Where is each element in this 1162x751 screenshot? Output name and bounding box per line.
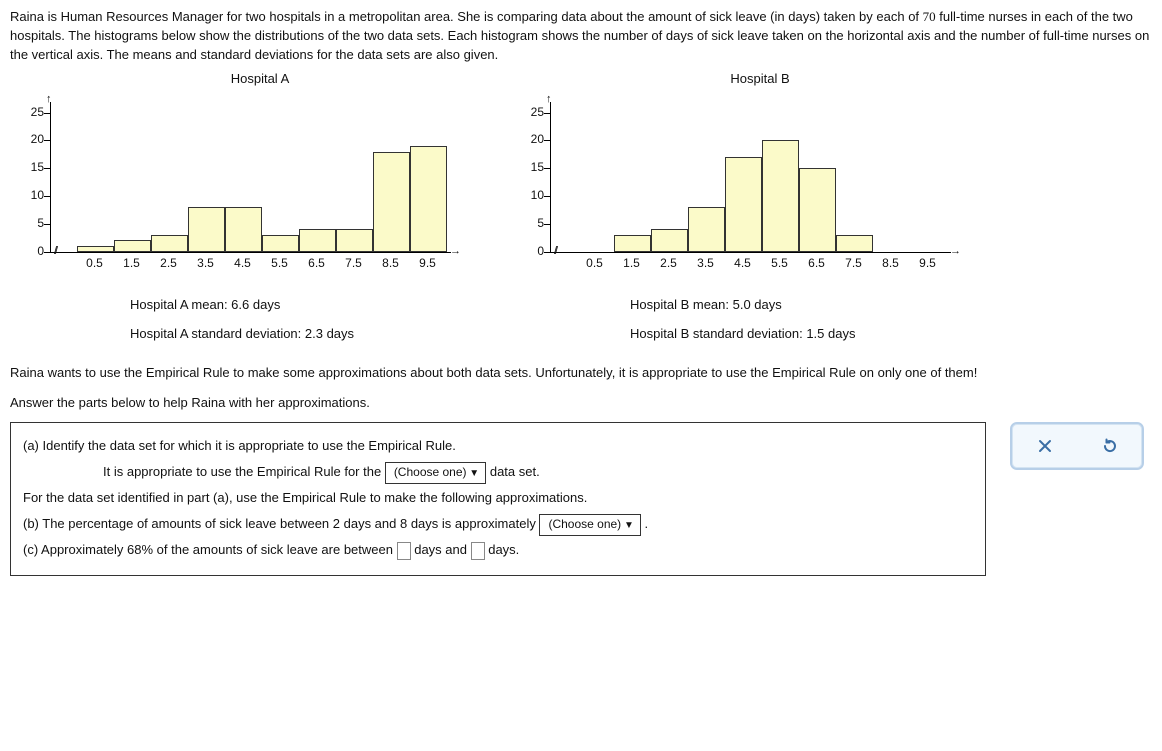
x-arrow-icon: → <box>950 246 961 257</box>
x-tick-label: 0.5 <box>86 256 103 270</box>
chart-a-xlabels: 0.5 1.5 2.5 3.5 4.5 5.5 6.5 7.5 8.5 9.5 <box>50 256 450 272</box>
x-tick-label: 9.5 <box>419 256 436 270</box>
part-c-blank-1[interactable] <box>397 542 411 560</box>
part-a-pre: It is appropriate to use the Empirical R… <box>103 464 385 479</box>
chart-b-sd: Hospital B standard deviation: 1.5 days <box>630 319 970 349</box>
x-tick-label: 1.5 <box>123 256 140 270</box>
x-tick-label: 4.5 <box>734 256 751 270</box>
histogram-bar <box>688 207 725 251</box>
y-tick-label: 25 <box>16 105 44 119</box>
chart-a-mean: Hospital A mean: 6.6 days <box>130 290 470 320</box>
part-a-follow: For the data set identified in part (a),… <box>23 485 973 511</box>
part-a-sentence: It is appropriate to use the Empirical R… <box>103 459 973 485</box>
chart-a-area: ↑ → // 0510152025 0.51.52.53.54.55.56.57… <box>10 92 470 272</box>
close-icon[interactable] <box>1033 434 1057 458</box>
part-c: (c) Approximately 68% of the amounts of … <box>23 537 973 563</box>
histogram-bar <box>299 229 336 251</box>
part-b-post: . <box>644 516 648 531</box>
tool-box <box>1010 422 1144 470</box>
x-arrow-icon: → <box>450 246 461 257</box>
y-tick-label: 10 <box>516 188 544 202</box>
x-tick-label: 8.5 <box>382 256 399 270</box>
histogram-bar <box>651 229 688 251</box>
chart-b: Hospital B ↑ → // 0510152025 0.51.52.53.… <box>510 71 970 350</box>
histogram-bar <box>151 235 188 252</box>
x-tick-label: 4.5 <box>234 256 251 270</box>
mid-p1: Raina wants to use the Empirical Rule to… <box>10 363 1152 383</box>
y-tick-label: 15 <box>16 160 44 174</box>
part-b-dropdown[interactable]: (Choose one) <box>539 514 640 536</box>
chart-b-stats: Hospital B mean: 5.0 days Hospital B sta… <box>630 290 970 350</box>
histogram-bar <box>225 207 262 251</box>
histogram-bar <box>762 140 799 251</box>
reset-icon[interactable] <box>1098 434 1122 458</box>
x-tick-label: 2.5 <box>660 256 677 270</box>
y-tick-label: 0 <box>16 244 44 258</box>
part-b-pre: (b) The percentage of amounts of sick le… <box>23 516 539 531</box>
histogram-bar <box>114 240 151 251</box>
y-tick-label: 15 <box>516 160 544 174</box>
x-tick-label: 2.5 <box>160 256 177 270</box>
x-tick-label: 7.5 <box>845 256 862 270</box>
chart-a-plot <box>50 102 451 253</box>
part-c-post: days. <box>488 542 519 557</box>
histogram-bar <box>410 146 447 252</box>
histogram-bar <box>373 152 410 252</box>
x-tick-label: 6.5 <box>808 256 825 270</box>
part-a-post: data set. <box>490 464 540 479</box>
chart-a-stats: Hospital A mean: 6.6 days Hospital A sta… <box>130 290 470 350</box>
part-c-blank-2[interactable] <box>471 542 485 560</box>
histogram-bar <box>262 235 299 252</box>
intro-n: 70 <box>923 9 936 24</box>
charts-row: Hospital A ↑ → // 0510152025 0.51.52.53.… <box>10 71 1152 350</box>
x-tick-label: 5.5 <box>771 256 788 270</box>
chart-b-mean: Hospital B mean: 5.0 days <box>630 290 970 320</box>
chart-b-title: Hospital B <box>550 71 970 86</box>
x-tick-label: 9.5 <box>919 256 936 270</box>
x-tick-label: 3.5 <box>697 256 714 270</box>
chart-b-yaxis: 0510152025 <box>510 92 544 252</box>
part-b: (b) The percentage of amounts of sick le… <box>23 511 973 537</box>
chart-a-title: Hospital A <box>50 71 470 86</box>
mid-text: Raina wants to use the Empirical Rule to… <box>10 363 1152 412</box>
y-tick-label: 5 <box>16 216 44 230</box>
y-tick-label: 10 <box>16 188 44 202</box>
chart-a-yaxis: 0510152025 <box>10 92 44 252</box>
x-tick-label: 8.5 <box>882 256 899 270</box>
histogram-bar <box>799 168 836 251</box>
x-tick-label: 6.5 <box>308 256 325 270</box>
histogram-bar <box>836 235 873 252</box>
x-tick-label: 0.5 <box>586 256 603 270</box>
chart-b-xlabels: 0.5 1.5 2.5 3.5 4.5 5.5 6.5 7.5 8.5 9.5 <box>550 256 950 272</box>
y-tick-label: 5 <box>516 216 544 230</box>
part-c-pre: (c) Approximately 68% of the amounts of … <box>23 542 397 557</box>
intro-text: Raina is Human Resources Manager for two… <box>10 8 1152 65</box>
part-c-mid: days and <box>414 542 470 557</box>
part-a-dropdown[interactable]: (Choose one) <box>385 462 486 484</box>
question-box: (a) Identify the data set for which it i… <box>10 422 986 576</box>
histogram-bar <box>614 235 651 252</box>
y-tick-label: 0 <box>516 244 544 258</box>
y-tick-label: 20 <box>16 132 44 146</box>
chart-b-plot <box>550 102 951 253</box>
part-a-label: (a) Identify the data set for which it i… <box>23 433 973 459</box>
x-tick-label: 5.5 <box>271 256 288 270</box>
intro-a: Raina is Human Resources Manager for two… <box>10 9 923 24</box>
x-tick-label: 1.5 <box>623 256 640 270</box>
histogram-bar <box>336 229 373 251</box>
y-tick-label: 25 <box>516 105 544 119</box>
histogram-bar <box>725 157 762 251</box>
mid-p2: Answer the parts below to help Raina wit… <box>10 393 1152 413</box>
chart-a-sd: Hospital A standard deviation: 2.3 days <box>130 319 470 349</box>
histogram-bar <box>188 207 225 251</box>
chart-a: Hospital A ↑ → // 0510152025 0.51.52.53.… <box>10 71 470 350</box>
x-tick-label: 3.5 <box>197 256 214 270</box>
histogram-bar <box>77 246 114 252</box>
chart-b-area: ↑ → // 0510152025 0.51.52.53.54.55.56.57… <box>510 92 970 272</box>
y-tick-label: 20 <box>516 132 544 146</box>
x-tick-label: 7.5 <box>345 256 362 270</box>
